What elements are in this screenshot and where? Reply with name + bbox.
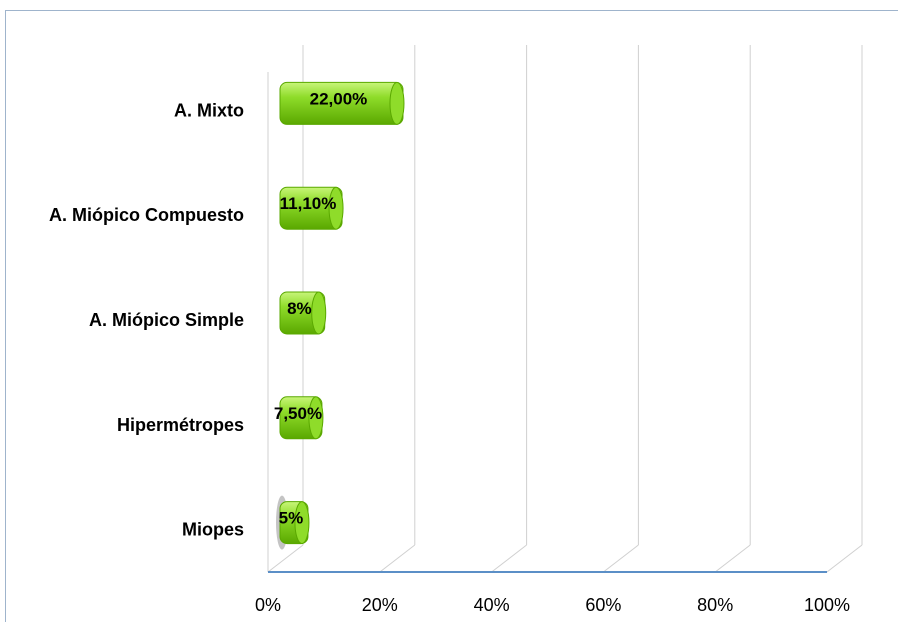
bar-end-cap (294, 501, 310, 545)
data-label: 11,10% (280, 194, 337, 213)
category-label: A. Mixto (174, 100, 244, 120)
data-label: 22,00% (310, 89, 368, 108)
category-label: A. Miópico Simple (89, 310, 244, 330)
bars (276, 81, 405, 550)
bar-end-cap (308, 396, 324, 440)
x-tick-label: 0% (255, 595, 281, 615)
x-tick-label: 40% (474, 595, 510, 615)
gridline-depth (491, 544, 527, 573)
gridline-depth (603, 544, 639, 573)
bar-end-cap (311, 291, 327, 335)
chart-frame (5, 10, 898, 622)
bar-end-cap (328, 186, 344, 230)
gridline-depth (714, 544, 751, 573)
bar-end-cap (389, 81, 405, 125)
x-tick-label: 100% (804, 595, 850, 615)
category-label: A. Miópico Compuesto (49, 205, 244, 225)
gridline-depth (379, 544, 416, 573)
gridline-depth (826, 544, 863, 573)
data-label: 8% (287, 299, 312, 318)
labels: 0% 20% 40% 60% 80% 100% 22,00% A. Mixto 11,10% A.… (49, 89, 850, 615)
x-tick-label: 60% (585, 595, 621, 615)
gridline-depth (267, 544, 304, 573)
data-label: 5% (279, 509, 304, 528)
data-label: 7,50% (274, 404, 322, 423)
x-tick-label: 20% (362, 595, 398, 615)
x-tick-label: 80% (697, 595, 733, 615)
category-label: Miopes (182, 520, 244, 540)
category-label: Hipermétropes (117, 415, 244, 435)
